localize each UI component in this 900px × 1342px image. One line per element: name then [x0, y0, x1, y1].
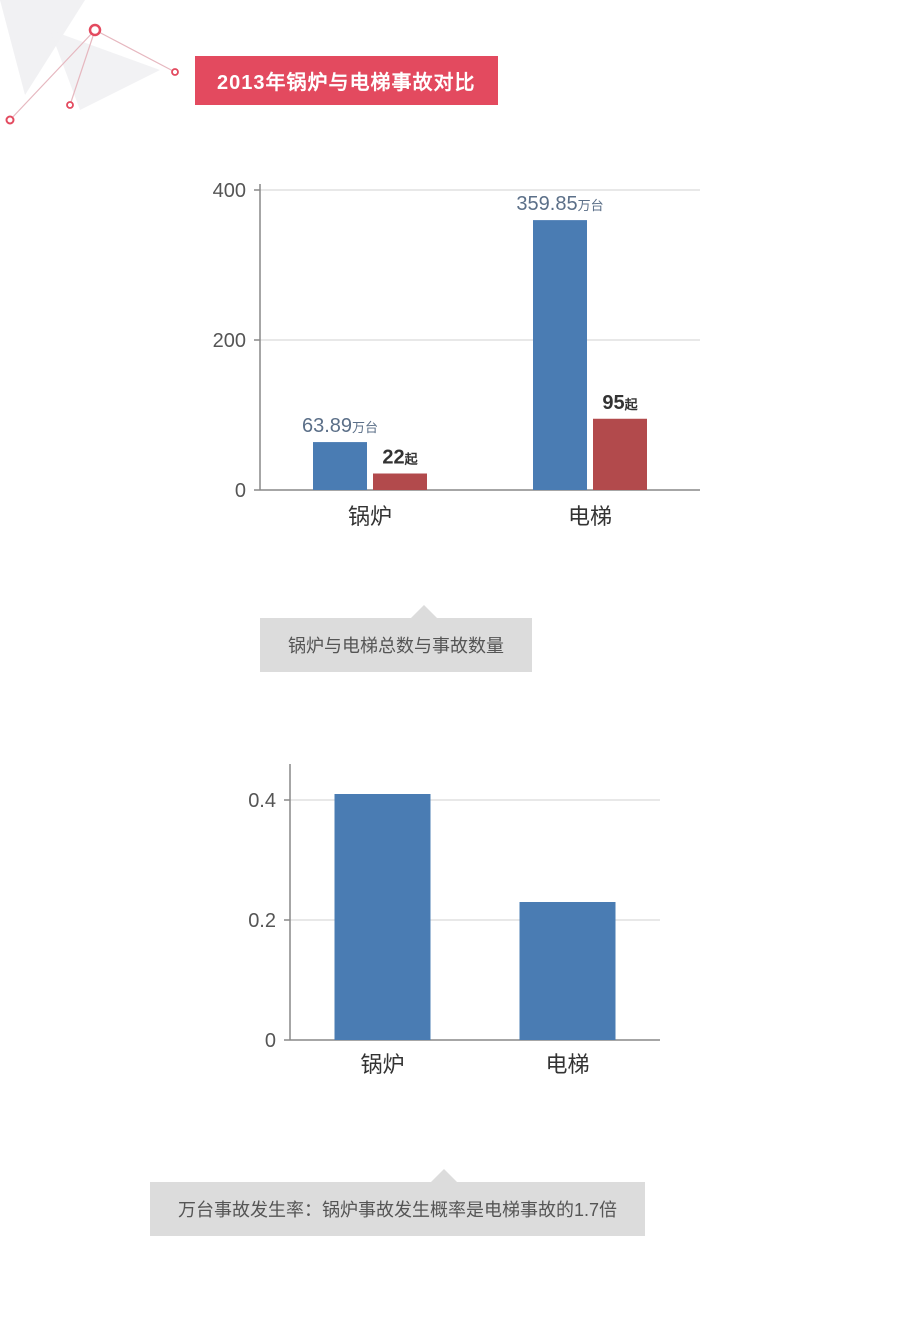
svg-text:22起: 22起: [382, 447, 418, 469]
chart1-caption: 锅炉与电梯总数与事故数量: [260, 618, 532, 672]
caption-arrow-1: [410, 605, 438, 619]
svg-text:锅炉: 锅炉: [360, 1052, 404, 1077]
svg-text:63.89万台: 63.89万台: [302, 415, 378, 437]
svg-text:359.85万台: 359.85万台: [516, 193, 603, 215]
chart-accident-rate: 0 0.2 0.4 锅炉 电梯: [220, 760, 680, 1080]
chart2-caption: 万台事故发生率：锅炉事故发生概率是电梯事故的1.7倍: [150, 1182, 645, 1236]
svg-text:0.2: 0.2: [248, 910, 276, 932]
svg-text:电梯: 电梯: [545, 1052, 589, 1077]
page-title-banner: 2013年锅炉与电梯事故对比: [195, 56, 498, 105]
svg-text:0.4: 0.4: [248, 790, 276, 812]
svg-text:400: 400: [213, 180, 246, 202]
svg-text:95起: 95起: [602, 392, 638, 414]
svg-text:电梯: 电梯: [568, 504, 612, 529]
svg-text:0: 0: [265, 1030, 276, 1052]
decorative-network: [0, 0, 200, 140]
chart-totals-vs-accidents: 0 200 400 63.89万台22起锅炉 359.85万台 95起电梯: [190, 180, 710, 540]
svg-text:0: 0: [235, 480, 246, 502]
svg-text:200: 200: [213, 330, 246, 352]
caption-arrow-2: [430, 1169, 458, 1183]
svg-text:锅炉: 锅炉: [348, 504, 392, 529]
